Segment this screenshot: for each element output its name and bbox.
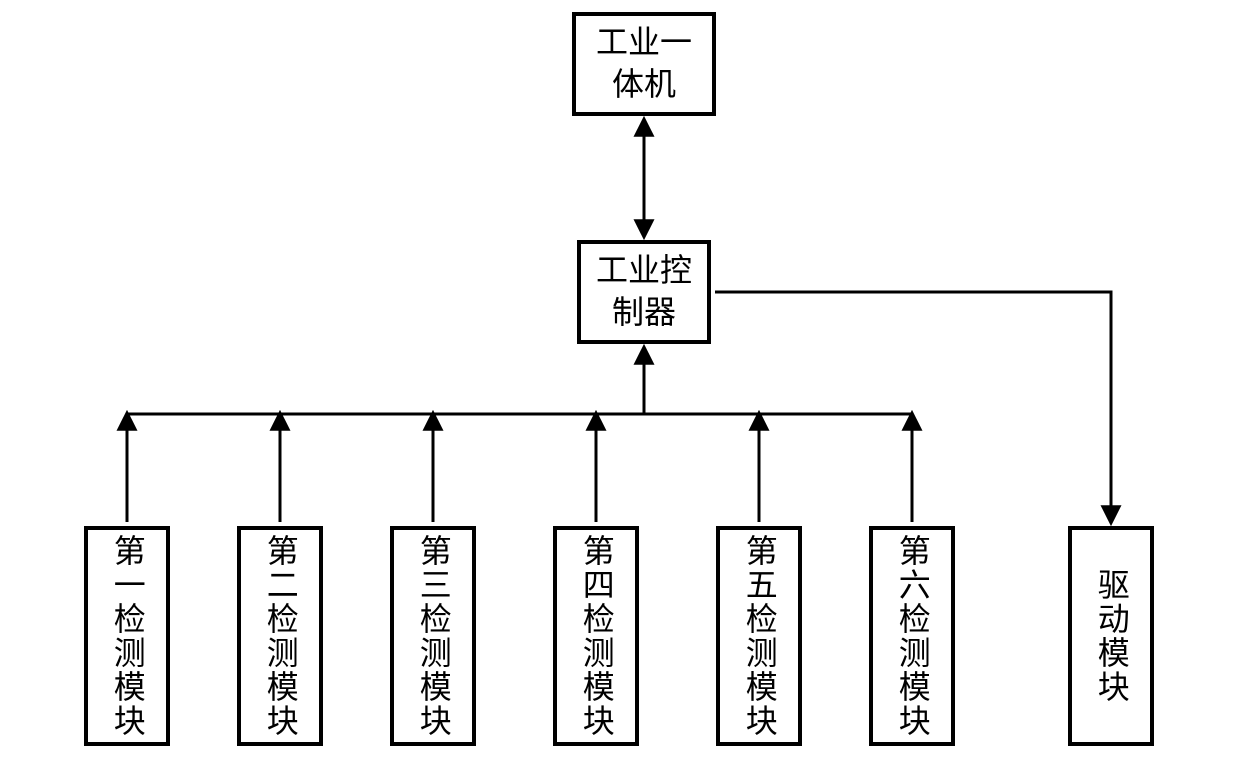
- node-module-5: 第五检测模块: [716, 526, 802, 746]
- node-module-3-label: 第三检测模块: [412, 534, 454, 738]
- node-drive: 驱动模块: [1068, 526, 1154, 746]
- node-module-4-label: 第四检测模块: [575, 534, 617, 738]
- node-module-5-label: 第五检测模块: [738, 534, 780, 738]
- node-top: 工业一体机: [572, 12, 716, 116]
- node-module-3: 第三检测模块: [390, 526, 476, 746]
- node-module-1-label: 第一检测模块: [106, 534, 148, 738]
- node-module-6-label: 第六检测模块: [891, 534, 933, 738]
- node-module-1: 第一检测模块: [84, 526, 170, 746]
- node-module-2: 第二检测模块: [237, 526, 323, 746]
- node-mid-label: 工业控制器: [596, 250, 692, 333]
- node-mid: 工业控制器: [577, 240, 711, 344]
- node-module-4: 第四检测模块: [553, 526, 639, 746]
- node-module-6: 第六检测模块: [869, 526, 955, 746]
- node-top-label: 工业一体机: [596, 22, 692, 105]
- node-drive-label: 驱动模块: [1090, 568, 1132, 704]
- node-module-2-label: 第二检测模块: [259, 534, 301, 738]
